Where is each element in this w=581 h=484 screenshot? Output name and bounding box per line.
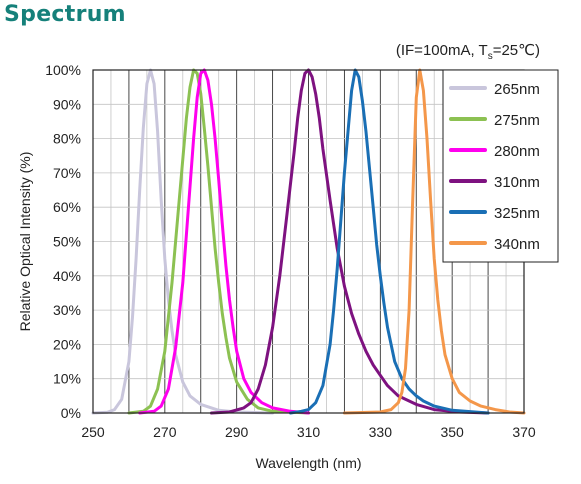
x-tick-label: 370 (512, 424, 536, 440)
y-tick-label: 100% (45, 62, 81, 78)
measurement-condition: (IF=100mA, Ts=25℃) (396, 42, 540, 62)
legend-label: 340nm (494, 236, 540, 253)
series-line-265nm (91, 68, 275, 415)
series-line-275nm (127, 68, 310, 415)
legend-label: 265nm (494, 81, 540, 98)
x-tick-label: 290 (225, 424, 249, 440)
legend-label: 310nm (494, 174, 540, 191)
condition-subscript: s (488, 51, 493, 62)
chart-heading: Spectrum (4, 2, 126, 27)
series-line-340nm (342, 68, 526, 415)
y-tick-label: 40% (53, 268, 81, 284)
x-axis-label: Wavelength (nm) (255, 455, 361, 471)
legend: 265nm 275nm 280nm 310nm 325nm 340nm (442, 69, 559, 263)
y-tick-label: 80% (53, 131, 81, 147)
axis-ticks: 250 270 290 310 330 350 370 0% 10% 20% 30% 40% 50% 60… (45, 62, 536, 440)
legend-label: 325nm (494, 205, 540, 222)
x-tick-label: 250 (81, 424, 105, 440)
y-tick-label: 50% (53, 234, 81, 250)
x-tick-label: 350 (440, 424, 464, 440)
condition-prefix: (IF=100mA, T (396, 42, 488, 59)
series-lines (91, 68, 526, 415)
y-tick-label: 90% (53, 96, 81, 112)
series-line-310nm (210, 68, 490, 415)
y-tick-label: 30% (53, 302, 81, 318)
x-tick-label: 310 (297, 424, 321, 440)
legend-label: 275nm (494, 112, 540, 129)
series-line-280nm (138, 68, 310, 415)
series-line-325nm (289, 68, 490, 415)
x-tick-label: 270 (153, 424, 177, 440)
y-tick-label: 60% (53, 199, 81, 215)
y-axis-label: Relative Optical Intensity (%) (17, 152, 33, 332)
y-tick-label: 0% (61, 405, 81, 421)
y-tick-label: 20% (53, 336, 81, 352)
legend-box (442, 69, 559, 263)
condition-suffix: =25℃) (493, 42, 540, 59)
y-tick-label: 70% (53, 165, 81, 181)
y-tick-label: 10% (53, 371, 81, 387)
x-tick-label: 330 (369, 424, 393, 440)
legend-label: 280nm (494, 143, 540, 160)
